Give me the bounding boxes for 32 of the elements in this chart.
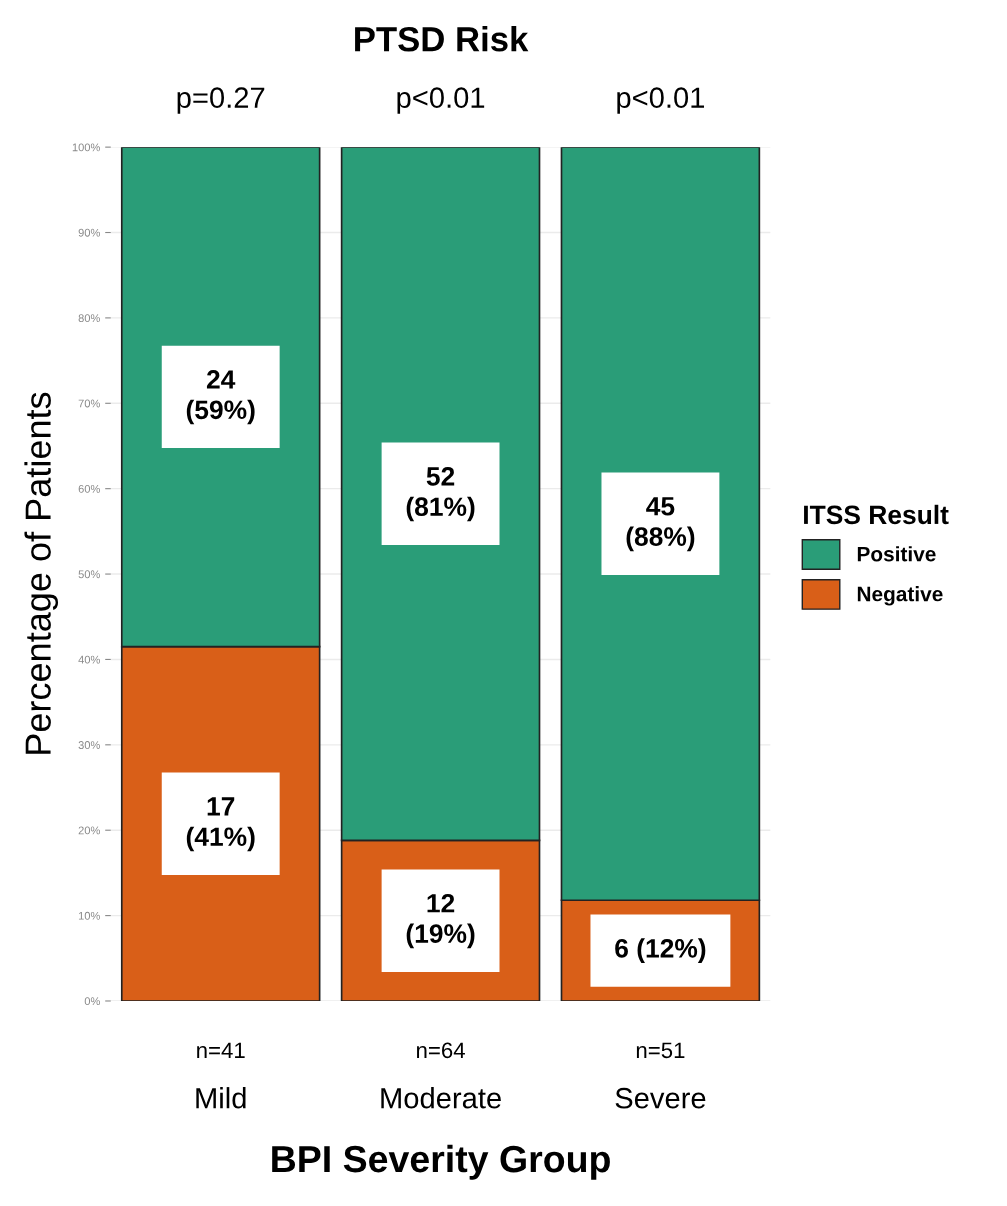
x-tick-label: Mild (196, 1087, 246, 1109)
text: n=64 (417, 1042, 465, 1059)
x-tick-label: Severe (615, 1087, 706, 1109)
y-tick-label: 20% (78, 826, 100, 835)
y-tick-label: 10% (78, 911, 100, 920)
legend-label: Negative (857, 586, 943, 606)
y-axis-title: Percentage of Patients (24, 392, 59, 754)
text: n=41 (197, 1042, 245, 1058)
y-tick-label: 100% (72, 143, 100, 152)
x-axis-title: BPI Severity Group (272, 1144, 610, 1180)
y-tick-label: 30% (78, 741, 100, 749)
legend-label: Positive (857, 546, 936, 562)
y-tick-label: 80% (78, 314, 100, 323)
x-tick-label: Moderate (381, 1087, 501, 1109)
y-tick-label: 70% (78, 399, 100, 408)
y-tick-label: 50% (78, 570, 100, 579)
data-label: 17 (41%) (186, 797, 255, 852)
text: n=51 (636, 1042, 685, 1059)
chart-title: PTSD Risk (355, 26, 529, 52)
y-tick-label: 60% (78, 484, 100, 493)
text: p=0.27 (177, 87, 265, 114)
y-tick-label: 90% (78, 228, 100, 237)
text: p<0.01 (397, 87, 485, 114)
y-tick-label: 0% (84, 997, 100, 1006)
y-tick-label: 40% (78, 655, 100, 664)
data-label: 12 (19%) (406, 893, 475, 949)
data-label: 45 (88%) (626, 497, 695, 552)
data-label: 52 (81%) (406, 467, 475, 522)
data-label: 24 (59%) (186, 370, 255, 425)
text: p<0.01 (617, 87, 705, 114)
legend-title: ITSS Result (804, 504, 949, 525)
data-label: 6 (12%) (615, 938, 706, 963)
